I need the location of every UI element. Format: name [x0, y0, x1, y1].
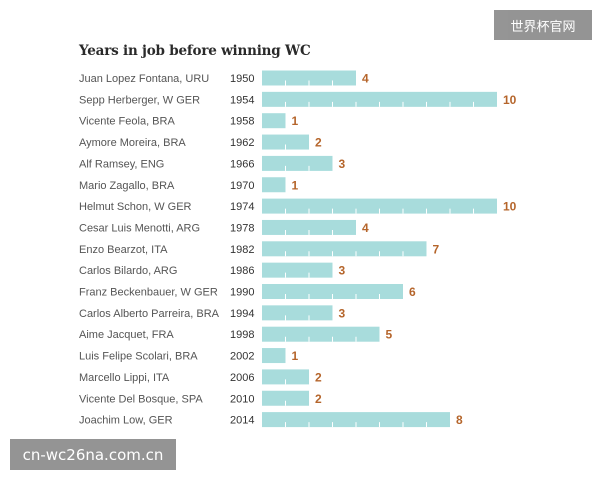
row-label: Carlos Alberto Parreira, BRA	[79, 308, 220, 320]
value-label: 1	[292, 178, 299, 192]
row-label: Cesar Luis Menotti, ARG	[79, 222, 200, 234]
year-label: 1950	[230, 73, 254, 85]
value-label: 3	[339, 306, 346, 320]
value-label: 1	[292, 349, 299, 363]
year-label: 1970	[230, 180, 254, 192]
year-label: 1982	[230, 244, 254, 256]
year-label: 1994	[230, 308, 254, 320]
year-label: 1986	[230, 265, 254, 277]
year-label: 1990	[230, 287, 254, 299]
value-label: 10	[503, 93, 517, 107]
bar	[262, 262, 333, 278]
row-label: Mario Zagallo, BRA	[79, 180, 175, 192]
year-label: 1998	[230, 329, 254, 341]
value-label: 4	[362, 221, 369, 235]
value-label: 3	[339, 264, 346, 278]
value-label: 7	[433, 242, 440, 256]
bar	[262, 348, 286, 364]
bar	[262, 91, 497, 107]
row-label: Aymore Moreira, BRA	[79, 137, 186, 149]
row-label: Sepp Herberger, W GER	[79, 94, 200, 106]
year-label: 1962	[230, 137, 254, 149]
row-label: Joachim Low, GER	[79, 415, 173, 427]
bar	[262, 390, 309, 406]
bar	[262, 305, 333, 321]
row-label: Alf Ramsey, ENG	[79, 158, 164, 170]
bar	[262, 113, 286, 129]
row-label: Franz Beckenbauer, W GER	[79, 287, 218, 299]
bar	[262, 177, 286, 193]
bar	[262, 326, 380, 342]
bar	[262, 241, 427, 257]
value-label: 3	[339, 157, 346, 171]
row-label: Vicente Del Bosque, SPA	[79, 393, 203, 405]
year-label: 1978	[230, 222, 254, 234]
value-label: 1	[292, 114, 299, 128]
year-label: 1966	[230, 158, 254, 170]
bar	[262, 134, 309, 150]
value-label: 4	[362, 72, 369, 86]
value-label: 6	[409, 285, 416, 299]
year-label: 2006	[230, 372, 254, 384]
year-label: 1954	[230, 94, 254, 106]
bar	[262, 284, 403, 299]
row-label: Vicente Feola, BRA	[79, 116, 175, 128]
row-label: Helmut Schon, W GER	[79, 201, 192, 213]
bar	[262, 198, 497, 214]
value-label: 2	[315, 392, 322, 406]
bar	[262, 369, 309, 385]
year-label: 2010	[230, 393, 254, 405]
year-label: 1974	[230, 201, 254, 213]
watermark-top-right: 世界杯官网	[494, 10, 592, 40]
row-label: Enzo Bearzot, ITA	[79, 244, 168, 256]
value-label: 5	[386, 328, 393, 342]
value-label: 10	[503, 200, 517, 214]
year-label: 2014	[230, 415, 254, 427]
row-label: Juan Lopez Fontana, URU	[79, 73, 209, 85]
chart-title: Years in job before winning WC	[79, 43, 311, 59]
year-label: 2002	[230, 351, 254, 363]
value-label: 2	[315, 370, 322, 384]
value-label: 2	[315, 136, 322, 150]
bar	[262, 155, 333, 171]
row-label: Marcello Lippi, ITA	[79, 372, 170, 384]
row-label: Aime Jacquet, FRA	[79, 329, 174, 341]
row-label: Luis Felipe Scolari, BRA	[79, 351, 198, 363]
watermark-bottom-left: cn-wc26na.com.cn	[10, 439, 176, 470]
row-label: Carlos Bilardo, ARG	[79, 265, 177, 277]
value-label: 8	[456, 413, 463, 427]
year-label: 1958	[230, 116, 254, 128]
